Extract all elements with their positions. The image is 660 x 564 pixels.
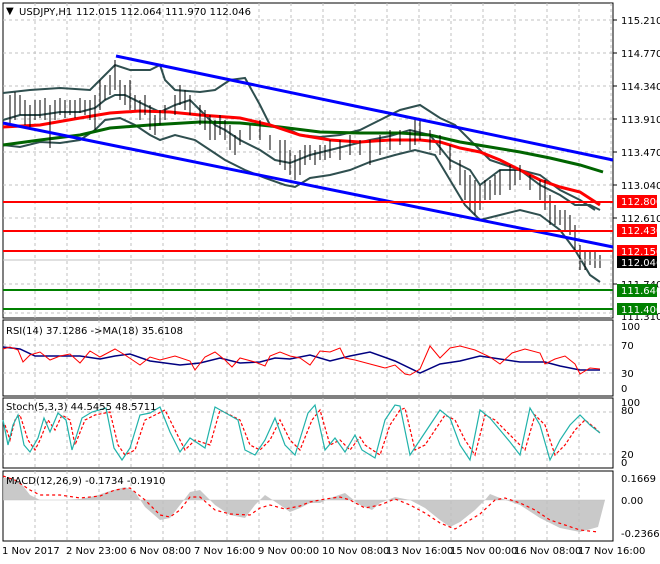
svg-text:100: 100 — [621, 398, 640, 409]
symbol-label: USDJPY,H1 — [19, 7, 72, 18]
stochastic-panel[interactable]: Stoch(5,3,3) 44.5455 48.5711 — [2, 397, 614, 469]
svg-text:-0.2366: -0.2366 — [621, 529, 660, 540]
price-tag-112800: 112.800 — [621, 197, 660, 208]
ohlc-values: 112.015 112.064 111.970 112.046 — [76, 7, 251, 18]
macd-histogram — [3, 478, 605, 532]
svg-text:20: 20 — [621, 450, 634, 461]
price-axis: 115.210 114.770 114.340 113.910 113.470 … — [613, 16, 660, 323]
svg-text:0.00: 0.00 — [621, 496, 643, 507]
svg-text:30: 30 — [621, 369, 634, 380]
svg-text:13 Nov 16:00: 13 Nov 16:00 — [386, 546, 453, 557]
svg-text:0.1669: 0.1669 — [621, 474, 656, 485]
svg-text:1 Nov 2017: 1 Nov 2017 — [2, 546, 60, 557]
svg-text:113.040: 113.040 — [621, 181, 660, 192]
svg-text:17 Nov 16:00: 17 Nov 16:00 — [578, 546, 645, 557]
svg-text:100: 100 — [621, 322, 640, 333]
price-tag-111400: 111.400 — [621, 305, 660, 316]
rsi-panel[interactable]: RSI(14) 37.1286 ->MA(18) 35.6108 — [2, 319, 614, 397]
svg-text:2 Nov 23:00: 2 Nov 23:00 — [66, 546, 127, 557]
stoch-label: Stoch(5,3,3) 44.5455 48.5711 — [6, 402, 157, 413]
macd-axis: 0.1669 0.00 -0.2366 — [621, 474, 660, 540]
svg-text:113.470: 113.470 — [621, 148, 660, 159]
stoch-signal-line — [4, 407, 601, 457]
price-tag-111646: 111.646 — [621, 286, 660, 297]
svg-text:16 Nov 08:00: 16 Nov 08:00 — [514, 546, 581, 557]
rsi-axis: 100 70 30 0 — [621, 322, 640, 395]
svg-text:6 Nov 08:00: 6 Nov 08:00 — [130, 546, 191, 557]
svg-text:111.310: 111.310 — [621, 312, 660, 323]
stoch-axis: 100 80 20 0 — [621, 398, 640, 469]
price-tag-current: 112.046 — [621, 258, 660, 269]
channel-lower-line[interactable] — [2, 121, 614, 249]
ma-slow-green — [2, 120, 604, 174]
svg-text:0: 0 — [621, 458, 627, 469]
rsi-line — [2, 345, 601, 376]
svg-text:70: 70 — [621, 341, 634, 352]
channel-upper-line[interactable] — [115, 54, 614, 162]
svg-text:9 Nov 00:00: 9 Nov 00:00 — [258, 546, 319, 557]
rsi-label: RSI(14) 37.1286 ->MA(18) 35.6108 — [6, 326, 183, 337]
macd-signal-line — [2, 475, 599, 533]
stoch-main-line — [2, 403, 601, 462]
price-tag-112430: 112.430 — [621, 226, 660, 237]
time-axis: 1 Nov 2017 2 Nov 23:00 6 Nov 08:00 7 Nov… — [2, 546, 645, 557]
main-price-panel[interactable]: ▼ USDJPY,H1 112.015 112.064 111.970 112.… — [2, 2, 614, 319]
svg-text:114.770: 114.770 — [621, 49, 660, 60]
svg-text:7 Nov 16:00: 7 Nov 16:00 — [194, 546, 255, 557]
rsi-ma-line — [2, 346, 600, 374]
svg-text:0: 0 — [621, 384, 627, 395]
svg-text:113.910: 113.910 — [621, 115, 660, 126]
macd-label: MACD(12,26,9) -0.1734 -0.1910 — [6, 476, 166, 487]
macd-panel[interactable]: MACD(12,26,9) -0.1734 -0.1910 — [2, 470, 614, 542]
price-tag-112150: 112.150 — [621, 247, 660, 258]
svg-text:114.340: 114.340 — [621, 82, 660, 93]
svg-text:10 Nov 08:00: 10 Nov 08:00 — [322, 546, 389, 557]
svg-text:80: 80 — [621, 406, 634, 417]
svg-text:112.610: 112.610 — [621, 214, 660, 225]
svg-text:15 Nov 00:00: 15 Nov 00:00 — [450, 546, 517, 557]
menu-triangle-down-icon[interactable]: ▼ — [6, 6, 14, 17]
svg-text:115.210: 115.210 — [621, 16, 660, 27]
